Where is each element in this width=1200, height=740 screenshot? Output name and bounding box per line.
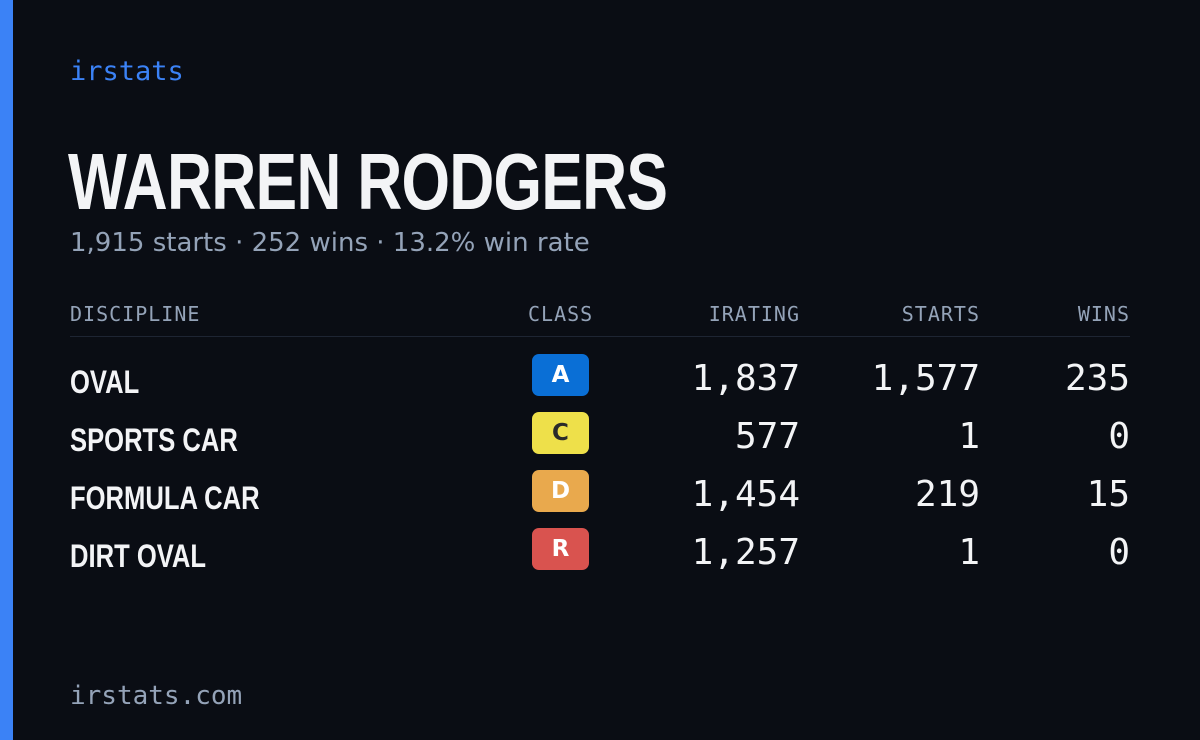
class-badge: R	[532, 528, 589, 570]
header-irating: IRATING	[708, 302, 800, 326]
starts-value: 1	[958, 532, 980, 573]
wins-value: 15	[1086, 474, 1130, 515]
table-row: OVAL A 1,837 1,577 235	[70, 354, 1130, 412]
header-discipline: DISCIPLINE	[70, 302, 201, 326]
wins-value: 0	[1108, 532, 1130, 573]
header-class: CLASS	[528, 302, 594, 326]
irating-value: 1,454	[691, 474, 800, 515]
table-row: FORMULA CAR D 1,454 219 15	[70, 470, 1130, 528]
discipline-name: OVAL	[70, 364, 140, 400]
class-badge: D	[532, 470, 589, 512]
class-badge: A	[532, 354, 589, 396]
driver-name: WARREN RODGERS	[68, 137, 668, 226]
footer-url: irstats.com	[70, 681, 243, 711]
class-badge: C	[532, 412, 589, 454]
wins-value: 235	[1064, 358, 1130, 399]
irating-value: 577	[734, 416, 800, 457]
stats-table: DISCIPLINE CLASS IRATING STARTS WINS OVA…	[70, 300, 1130, 574]
table-row: DIRT OVAL R 1,257 1 0	[70, 528, 1130, 586]
brand-logo: irstats	[70, 56, 184, 87]
discipline-name: SPORTS CAR	[70, 422, 238, 458]
table-header: DISCIPLINE CLASS IRATING STARTS WINS	[70, 300, 1130, 337]
table-row: SPORTS CAR C 577 1 0	[70, 412, 1130, 470]
driver-summary: 1,915 starts · 252 wins · 13.2% win rate	[70, 228, 590, 258]
discipline-name: FORMULA CAR	[70, 480, 260, 516]
irating-value: 1,257	[691, 532, 800, 573]
starts-value: 1	[958, 416, 980, 457]
wins-value: 0	[1108, 416, 1130, 457]
starts-value: 1,577	[871, 358, 980, 399]
table-body: OVAL A 1,837 1,577 235 SPORTS CAR C 577 …	[70, 354, 1130, 586]
header-starts: STARTS	[901, 302, 980, 326]
accent-bar	[0, 0, 13, 740]
discipline-name: DIRT OVAL	[70, 538, 207, 574]
irating-value: 1,837	[691, 358, 800, 399]
header-wins: WINS	[1077, 302, 1130, 326]
starts-value: 219	[914, 474, 980, 515]
